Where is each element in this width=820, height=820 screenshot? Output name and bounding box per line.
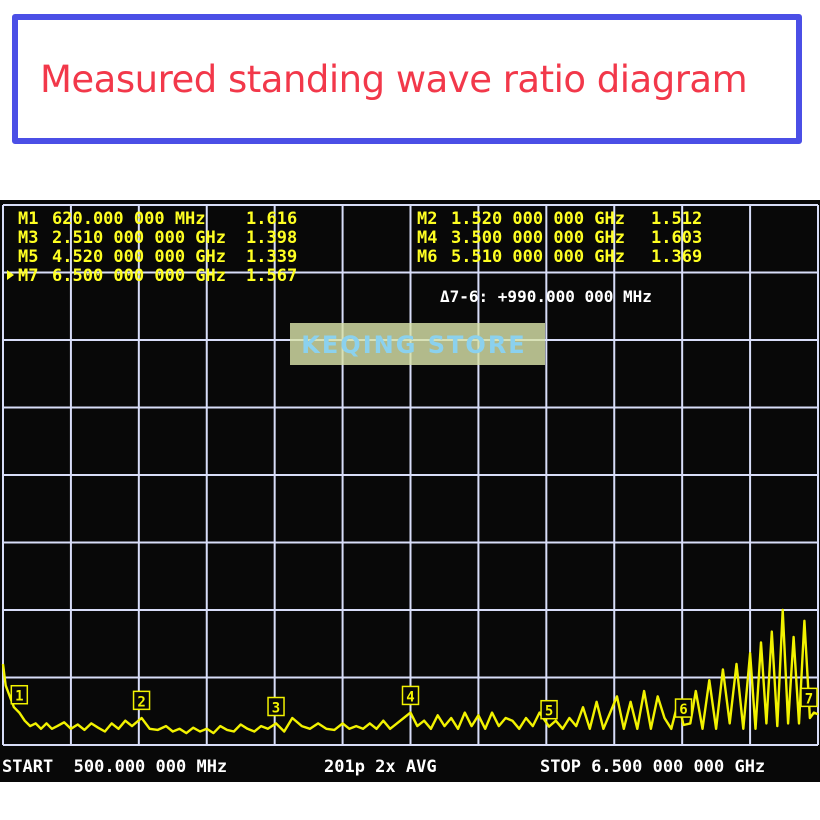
sweep-points-averaging: 201p 2x AVG bbox=[324, 757, 437, 777]
trace-marker-5: 5 bbox=[540, 699, 558, 720]
marker-value: 1.603 bbox=[651, 228, 702, 248]
trace-marker-box bbox=[674, 698, 693, 718]
trace-marker-box bbox=[540, 699, 558, 720]
marker-label: M1 bbox=[18, 209, 38, 229]
marker-frequency: 3.500 000 000 GHz bbox=[451, 228, 625, 248]
trace-marker-label: 7 bbox=[805, 691, 813, 707]
trace-marker-3: 3 bbox=[267, 696, 285, 717]
start-frequency: START 500.000 000 MHz bbox=[2, 757, 227, 777]
marker-value: 1.339 bbox=[246, 247, 297, 267]
swr-plot: KEQING STORE M1 620.000 000 MHz 1.616 M3… bbox=[0, 200, 820, 782]
marker-readouts-right: M2 1.520 000 000 GHz 1.512 M4 3.500 000 … bbox=[417, 209, 702, 267]
marker-label: M7 bbox=[18, 266, 38, 286]
trace-marker-2: 2 bbox=[132, 690, 151, 711]
marker-frequency: 1.520 000 000 GHz bbox=[451, 209, 625, 229]
swr-trace-group bbox=[1, 608, 819, 735]
marker-value: 1.616 bbox=[246, 209, 297, 229]
trace-marker-label: 3 bbox=[272, 701, 280, 717]
delta-readout: Δ7-6: +990.000 000 MHz bbox=[440, 287, 652, 306]
watermark: KEQING STORE bbox=[301, 331, 526, 359]
trace-marker-7: 7 bbox=[800, 687, 818, 708]
watermark-box bbox=[290, 323, 545, 365]
marker-frequency: 5.510 000 000 GHz bbox=[451, 247, 625, 267]
grid bbox=[2, 204, 819, 746]
active-marker-pointer-icon bbox=[7, 270, 14, 280]
trace-marker-label: 5 bbox=[545, 704, 553, 720]
marker-label: M4 bbox=[417, 228, 437, 248]
page-title: Measured standing wave ratio diagram bbox=[40, 58, 748, 101]
marker-label: M6 bbox=[417, 247, 437, 267]
trace-marker-6: 6 bbox=[674, 698, 693, 718]
trace-marker-label: 4 bbox=[406, 689, 414, 705]
trace-marker-box bbox=[401, 685, 420, 706]
marker-readout: M6 5.510 000 000 GHz 1.369 bbox=[417, 247, 702, 267]
marker-frequency: 6.500 000 000 GHz bbox=[52, 266, 226, 286]
marker-label: M5 bbox=[18, 247, 38, 267]
trace-marker-4: 4 bbox=[401, 685, 420, 706]
marker-frequency: 4.520 000 000 GHz bbox=[52, 247, 226, 267]
marker-frequency: 620.000 000 MHz bbox=[52, 209, 206, 229]
marker-readout: M4 3.500 000 000 GHz 1.603 bbox=[417, 228, 702, 248]
marker-readout: M3 2.510 000 000 GHz 1.398 bbox=[18, 228, 297, 248]
title-frame: Measured standing wave ratio diagram bbox=[12, 14, 802, 144]
marker-value: 1.369 bbox=[651, 247, 702, 267]
trace-marker-box bbox=[800, 687, 818, 708]
marker-readout: M1 620.000 000 MHz 1.616 bbox=[18, 209, 297, 229]
stop-frequency: STOP 6.500 000 000 GHz bbox=[540, 757, 765, 777]
trace-markers: 1 2 3 4 5 6 7 bbox=[10, 684, 818, 720]
marker-value: 1.398 bbox=[246, 228, 297, 248]
marker-value: 1.567 bbox=[246, 266, 297, 286]
marker-frequency: 2.510 000 000 GHz bbox=[52, 228, 226, 248]
analyzer-screen: KEQING STORE M1 620.000 000 MHz 1.616 M3… bbox=[0, 200, 820, 782]
marker-readouts-left: M1 620.000 000 MHz 1.616 M3 2.510 000 00… bbox=[7, 209, 297, 286]
marker-label: M3 bbox=[18, 228, 38, 248]
status-bar: START 500.000 000 MHz 201p 2x AVG STOP 6… bbox=[2, 757, 765, 777]
marker-readout-active: M7 6.500 000 000 GHz 1.567 bbox=[7, 266, 297, 286]
trace-marker-label: 6 bbox=[679, 702, 687, 718]
marker-value: 1.512 bbox=[651, 209, 702, 229]
marker-readout: M2 1.520 000 000 GHz 1.512 bbox=[417, 209, 702, 229]
trace-marker-box bbox=[132, 690, 151, 711]
marker-label: M2 bbox=[417, 209, 437, 229]
marker-readout: M5 4.520 000 000 GHz 1.339 bbox=[18, 247, 297, 267]
trace-marker-1: 1 bbox=[10, 684, 29, 705]
trace-marker-label: 2 bbox=[137, 694, 145, 710]
swr-trace-series bbox=[1, 608, 819, 735]
trace-marker-box bbox=[267, 696, 285, 717]
trace-marker-label: 1 bbox=[15, 689, 23, 705]
trace-marker-box bbox=[10, 684, 29, 705]
